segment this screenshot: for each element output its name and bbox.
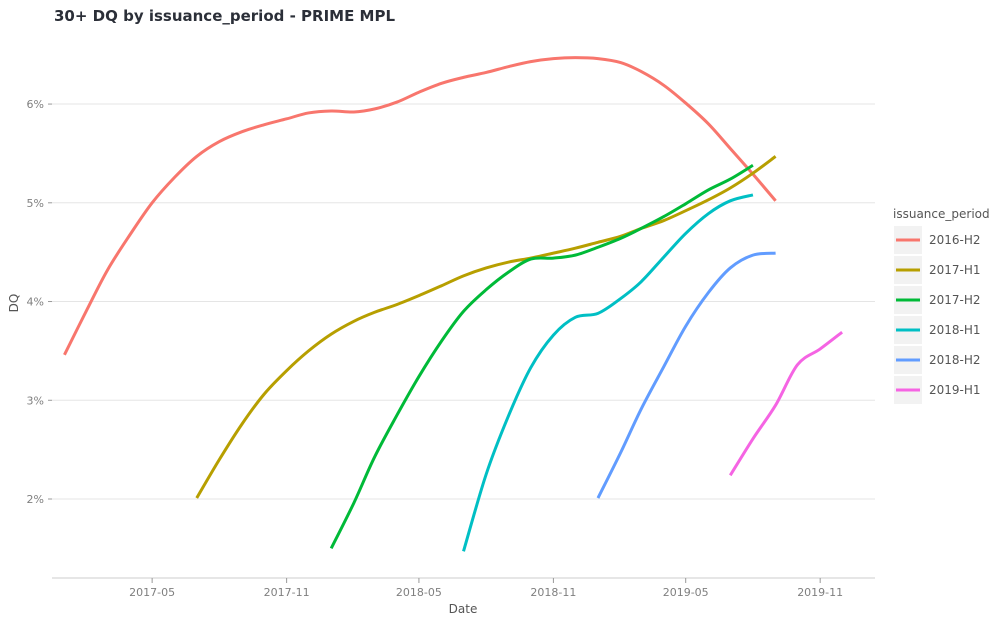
- grid: [52, 103, 875, 500]
- x-tick-label: 2017-05: [129, 586, 175, 599]
- legend-label: 2017-H1: [929, 263, 981, 277]
- legend-item-2017-H1: 2017-H1: [894, 256, 981, 284]
- series-line-2016-H2: [63, 56, 777, 356]
- legend-item-2017-H2: 2017-H2: [894, 286, 981, 314]
- legend: issuance_period 2016-H22017-H12017-H2201…: [893, 207, 990, 404]
- x-tick-label: 2017-11: [264, 586, 310, 599]
- y-tick-label: 6%: [27, 98, 44, 111]
- legend-label: 2019-H1: [929, 383, 981, 397]
- legend-item-2019-H1: 2019-H1: [894, 376, 981, 404]
- legend-item-2016-H2: 2016-H2: [894, 226, 981, 254]
- legend-label: 2018-H2: [929, 353, 981, 367]
- y-axis-title: DQ: [7, 294, 21, 313]
- series-line-2017-H2: [329, 163, 754, 550]
- legend-item-2018-H1: 2018-H1: [894, 316, 981, 344]
- series-line-2017-H1: [195, 155, 777, 499]
- x-tick-label: 2018-05: [396, 586, 442, 599]
- series-line-2018-H1: [462, 193, 754, 552]
- y-tick-label: 3%: [27, 394, 44, 407]
- legend-items: 2016-H2 2017-H1 2017-H2 2018-H1 2018-H2 2019-…: [894, 226, 981, 404]
- legend-label: 2016-H2: [929, 233, 981, 247]
- x-tick-label: 2019-11: [797, 586, 843, 599]
- legend-label: 2018-H1: [929, 323, 981, 337]
- chart-title: 30+ DQ by issuance_period - PRIME MPL: [54, 7, 395, 25]
- series-lines: [63, 56, 844, 552]
- y-tick-label: 4%: [27, 296, 44, 309]
- y-tick-label: 2%: [27, 493, 44, 506]
- series-line-2019-H1: [729, 330, 844, 477]
- legend-label: 2017-H2: [929, 293, 981, 307]
- x-axis-title: Date: [449, 602, 478, 616]
- x-tick-label: 2019-05: [663, 586, 709, 599]
- y-axis-ticks: 2% 3% 4% 5% 6%: [27, 98, 52, 506]
- legend-item-2018-H2: 2018-H2: [894, 346, 981, 374]
- y-tick-label: 5%: [27, 197, 44, 210]
- x-axis-ticks: 2017-05 2017-11 2018-05 2018-11 2019-05 2019-…: [129, 578, 843, 599]
- legend-title: issuance_period: [893, 207, 990, 221]
- series-line-2018-H2: [596, 251, 776, 499]
- x-tick-label: 2018-11: [530, 586, 576, 599]
